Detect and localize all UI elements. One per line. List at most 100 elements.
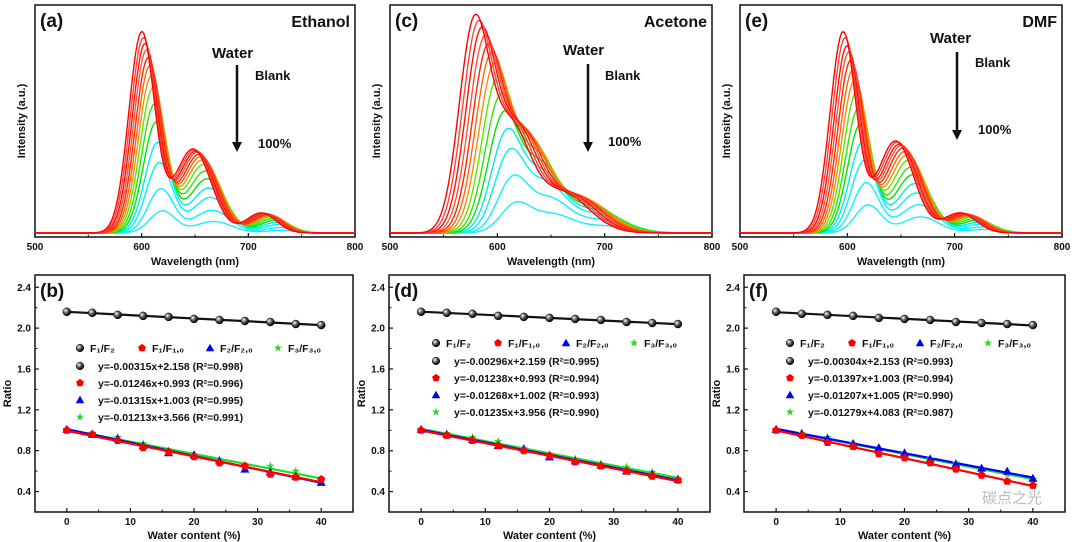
data-point-star <box>273 343 283 352</box>
data-point-pentagon <box>648 471 657 480</box>
spectrum-line <box>35 210 355 234</box>
y-tick-label: 0.8 <box>726 446 740 457</box>
data-point-pentagon <box>432 373 440 382</box>
x-tick-label: 600 <box>839 242 856 253</box>
data-point-pentagon <box>291 473 300 481</box>
y-tick-label: 0.8 <box>17 446 31 457</box>
legend: F₁/F₂ y=-0.00315x+2.158 (R²=0.998) F₁/F₁,₀… <box>75 343 321 424</box>
data-point-pentagon <box>772 426 781 434</box>
x-tick-label: 800 <box>347 242 364 253</box>
y-tick-label: 2.0 <box>371 324 385 335</box>
spectrum-line <box>740 141 1062 234</box>
data-point-sphere <box>519 312 529 322</box>
data-point-star <box>629 338 639 347</box>
data-point-triangle <box>1002 466 1012 475</box>
spectrum-line <box>35 74 355 234</box>
x-axis-title: Wavelength (nm) <box>151 256 240 268</box>
x-axis-title: Water content (%) <box>147 530 240 542</box>
data-point-pentagon <box>622 466 631 475</box>
x-tick-label: 500 <box>27 242 44 253</box>
data-point-sphere <box>785 356 795 366</box>
data-point-pentagon <box>76 378 84 387</box>
data-point-star <box>431 407 441 416</box>
data-point-pentagon <box>545 451 554 460</box>
data-point-pentagon <box>189 452 199 461</box>
spectrum-line <box>740 123 1062 234</box>
data-point-pentagon <box>848 338 856 347</box>
spectrum-line <box>35 48 355 234</box>
plot-frame <box>389 4 713 238</box>
data-point-star <box>983 338 993 347</box>
x-tick-label: 700 <box>240 242 257 253</box>
data-point-sphere <box>316 320 326 330</box>
spectrum-line <box>35 187 355 234</box>
x-tick-label: 30 <box>963 517 975 528</box>
panel-a: (a) 500 600 700 800 Wavelength (nm) Intensity … <box>16 4 364 268</box>
data-point-pentagon <box>849 442 858 451</box>
end-label: 100% <box>258 136 292 151</box>
legend-fit-equation: y=-0.01279x+4.083 (R²=0.987) <box>808 407 953 419</box>
x-axis-title: Wavelength (nm) <box>857 256 946 268</box>
x-tick-label: 20 <box>544 517 556 528</box>
x-tick-label: 0 <box>773 517 779 528</box>
panel-label: (e) <box>745 11 768 32</box>
legend-series-label: F₂/F₂,₀ <box>220 343 253 355</box>
y-tick-label: 2.4 <box>17 283 31 294</box>
x-axis-title: Wavelength (nm) <box>507 256 596 268</box>
data-point-pentagon <box>823 438 832 446</box>
data-point-sphere <box>1028 320 1038 330</box>
legend-fit-equation: y=-0.00296x+2.159 (R²=0.995) <box>454 356 599 368</box>
legend: F₁/F₂ y=-0.00296x+2.159 (R²=0.995) F₁/F₁,₀… <box>431 338 677 419</box>
data-point-triangle <box>205 343 215 352</box>
x-tick-label: 10 <box>125 517 137 528</box>
data-point-pentagon <box>139 443 148 452</box>
data-point-triangle <box>75 395 85 404</box>
data-point-sphere <box>291 319 301 329</box>
solvent-title: Ethanol <box>291 14 350 31</box>
plot-frame <box>739 4 1063 238</box>
legend-series-label: F₃/F₃,₀ <box>998 338 1031 350</box>
data-point-sphere <box>138 311 148 321</box>
data-point-pentagon <box>138 343 146 352</box>
x-tick-label: 0 <box>418 517 424 528</box>
data-point-pentagon <box>1028 481 1037 489</box>
data-point-triangle <box>561 338 571 347</box>
legend-fit-equation: y=-0.01235x+3.956 (R²=0.990) <box>454 407 599 419</box>
spectrum-line <box>740 91 1062 234</box>
y-tick-label: 2.4 <box>726 283 740 294</box>
data-point-star <box>493 437 503 446</box>
x-axis-title: Water content (%) <box>858 530 951 542</box>
data-point-pentagon <box>417 426 426 434</box>
data-point-sphere <box>545 313 554 323</box>
data-point-sphere <box>785 338 795 348</box>
data-point-pentagon <box>1003 477 1012 485</box>
data-point-sphere <box>113 310 122 320</box>
legend-series-label: F₃/F₃,₀ <box>288 343 321 355</box>
data-point-pentagon <box>596 461 605 470</box>
data-point-sphere <box>87 308 97 318</box>
blank-label: Blank <box>975 55 1011 70</box>
legend-fit-equation: y=-0.01213x+3.566 (R²=0.991) <box>98 412 243 424</box>
x-tick-label: 40 <box>1027 517 1039 528</box>
data-point-triangle <box>900 448 909 457</box>
spectrum-line <box>390 34 712 234</box>
y-tick-label: 0.4 <box>371 487 385 498</box>
data-point-pentagon <box>164 447 173 456</box>
y-tick-label: 2.0 <box>726 324 740 335</box>
data-point-pentagon <box>266 469 275 478</box>
data-point-triangle <box>874 443 884 452</box>
data-point-sphere <box>900 314 909 324</box>
data-point-sphere <box>215 315 224 325</box>
data-point-sphere <box>75 361 85 371</box>
data-point-sphere <box>673 319 683 329</box>
blank-label: Blank <box>605 68 641 83</box>
data-point-sphere <box>622 317 631 327</box>
data-point-triangle <box>951 459 961 468</box>
spectrum-line <box>740 30 1062 234</box>
spectrum-line <box>390 13 712 234</box>
blank-label: Blank <box>255 68 291 83</box>
x-tick-label: 600 <box>489 242 506 253</box>
x-tick-label: 10 <box>835 517 847 528</box>
spectrum-line <box>740 159 1062 234</box>
panel-c: (c) 500 600 700 800 Wavelength (nm) Intensity … <box>371 4 721 268</box>
